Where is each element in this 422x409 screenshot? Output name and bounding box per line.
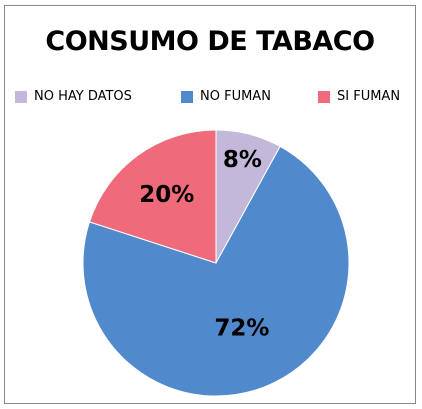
pie-data-label-no-fuman: 72% xyxy=(214,316,269,342)
legend-swatch-no-fuman xyxy=(181,90,193,103)
chart-title: CONSUMO DE TABACO xyxy=(45,26,375,57)
legend-label-no-fuman: NO FUMAN xyxy=(200,89,271,104)
legend-item-no-hay-datos: NO HAY DATOS xyxy=(15,89,132,104)
pie-labels: 8% 72% 20% xyxy=(139,147,269,342)
pie-chart: 8% 72% 20% xyxy=(82,129,350,397)
chart-legend: NO HAY DATOS NO FUMAN SI FUMAN xyxy=(5,89,415,107)
legend-swatch-no-hay-datos xyxy=(15,90,27,103)
legend-item-si-fuman: SI FUMAN xyxy=(318,89,400,104)
legend-label-si-fuman: SI FUMAN xyxy=(337,89,401,104)
pie-data-label-si-fuman: 20% xyxy=(139,182,194,208)
legend-item-no-fuman: NO FUMAN xyxy=(181,89,271,104)
pie-slices xyxy=(82,129,350,397)
pie-data-label-no-hay-datos: 8% xyxy=(223,147,262,173)
legend-label-no-hay-datos: NO HAY DATOS xyxy=(34,89,132,104)
legend-swatch-si-fuman xyxy=(318,90,330,103)
pie-slice-no-fuman xyxy=(82,145,350,397)
chart-frame: CONSUMO DE TABACO NO HAY DATOS NO FUMAN … xyxy=(4,5,416,404)
pie-slice-si-fuman xyxy=(88,129,217,264)
